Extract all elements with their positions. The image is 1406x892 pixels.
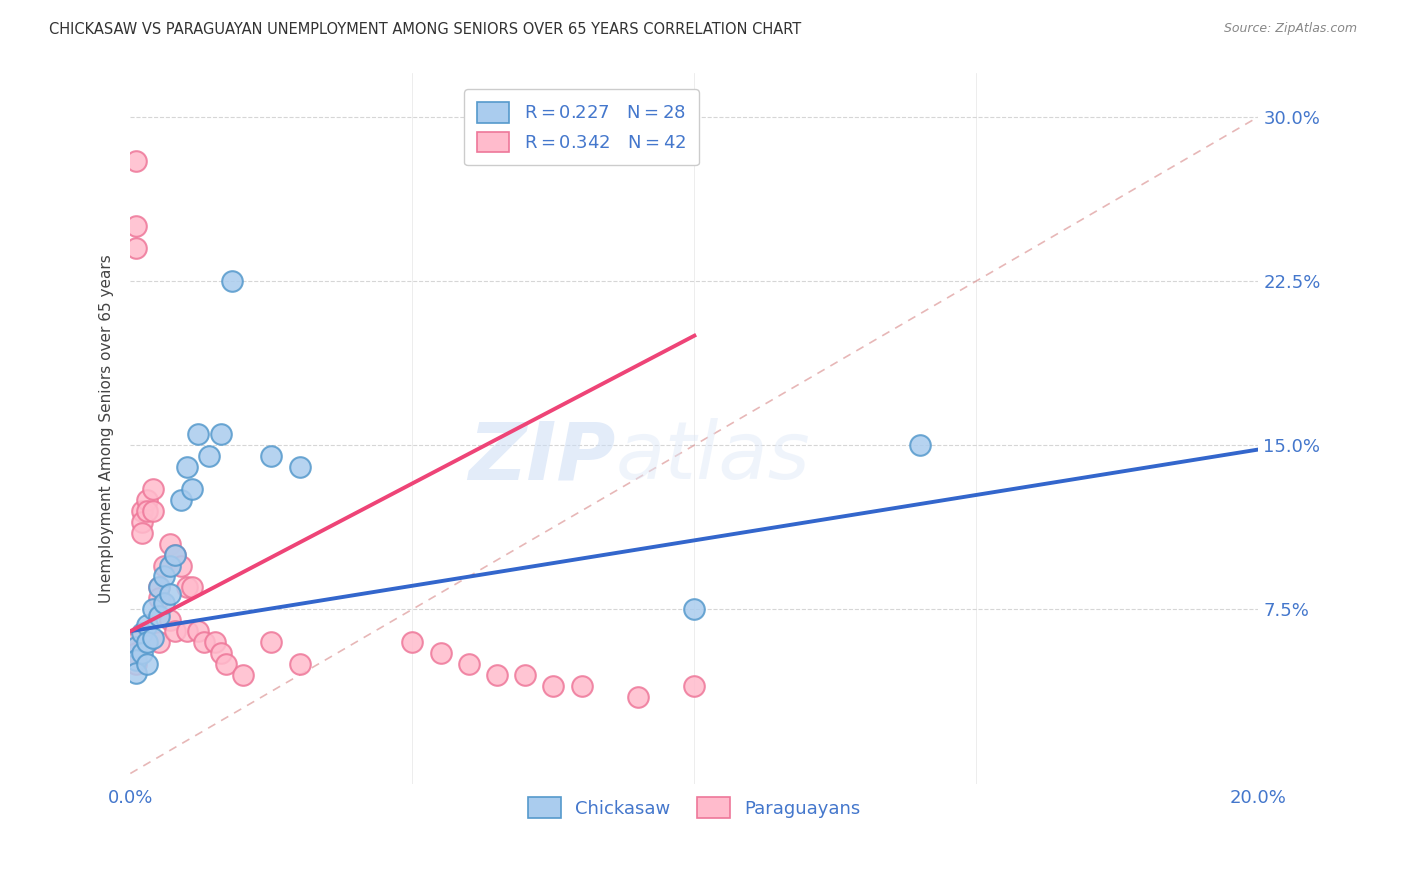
- Point: [131, 515, 153, 529]
- Point: [429, 646, 451, 660]
- Point: [159, 536, 181, 550]
- Point: [683, 679, 706, 693]
- Point: [148, 608, 170, 623]
- Point: [515, 668, 537, 682]
- Point: [131, 525, 153, 540]
- Point: [181, 581, 204, 595]
- Point: [148, 635, 170, 649]
- Legend: Chickasaw, Paraguayans: Chickasaw, Paraguayans: [522, 790, 868, 825]
- Point: [543, 679, 565, 693]
- Point: [176, 581, 198, 595]
- Point: [187, 624, 209, 639]
- Point: [153, 558, 176, 573]
- Point: [204, 635, 226, 649]
- Point: [148, 591, 170, 606]
- Point: [176, 624, 198, 639]
- Point: [683, 602, 706, 616]
- Point: [159, 587, 181, 601]
- Point: [148, 581, 170, 595]
- Point: [136, 617, 159, 632]
- Text: Source: ZipAtlas.com: Source: ZipAtlas.com: [1223, 22, 1357, 36]
- Point: [165, 548, 187, 562]
- Point: [125, 657, 148, 671]
- Point: [125, 665, 148, 680]
- Point: [125, 635, 148, 649]
- Point: [148, 581, 170, 595]
- Point: [125, 219, 148, 234]
- Point: [908, 438, 931, 452]
- Point: [288, 657, 311, 671]
- Point: [142, 602, 165, 616]
- Point: [136, 492, 159, 507]
- Point: [627, 690, 650, 704]
- Point: [215, 657, 238, 671]
- Point: [125, 653, 148, 667]
- Point: [136, 635, 159, 649]
- Point: [159, 613, 181, 627]
- Text: atlas: atlas: [616, 418, 810, 496]
- Point: [165, 624, 187, 639]
- Point: [170, 492, 193, 507]
- Point: [125, 646, 148, 660]
- Point: [198, 449, 221, 463]
- Point: [209, 427, 232, 442]
- Point: [125, 640, 148, 654]
- Point: [136, 504, 159, 518]
- Point: [131, 646, 153, 660]
- Point: [187, 427, 209, 442]
- Point: [232, 668, 254, 682]
- Point: [170, 558, 193, 573]
- Point: [401, 635, 423, 649]
- Point: [181, 482, 204, 496]
- Point: [142, 504, 165, 518]
- Point: [571, 679, 593, 693]
- Point: [221, 274, 243, 288]
- Point: [153, 569, 176, 583]
- Text: CHICKASAW VS PARAGUAYAN UNEMPLOYMENT AMONG SENIORS OVER 65 YEARS CORRELATION CHA: CHICKASAW VS PARAGUAYAN UNEMPLOYMENT AMO…: [49, 22, 801, 37]
- Point: [131, 626, 153, 640]
- Point: [193, 635, 215, 649]
- Point: [136, 657, 159, 671]
- Point: [485, 668, 508, 682]
- Point: [142, 631, 165, 645]
- Point: [457, 657, 479, 671]
- Text: ZIP: ZIP: [468, 418, 616, 496]
- Point: [125, 153, 148, 168]
- Point: [142, 482, 165, 496]
- Point: [153, 596, 176, 610]
- Point: [260, 635, 283, 649]
- Point: [125, 241, 148, 255]
- Point: [209, 646, 232, 660]
- Point: [260, 449, 283, 463]
- Point: [159, 558, 181, 573]
- Y-axis label: Unemployment Among Seniors over 65 years: Unemployment Among Seniors over 65 years: [100, 254, 114, 603]
- Point: [288, 460, 311, 475]
- Point: [165, 548, 187, 562]
- Point: [131, 504, 153, 518]
- Point: [176, 460, 198, 475]
